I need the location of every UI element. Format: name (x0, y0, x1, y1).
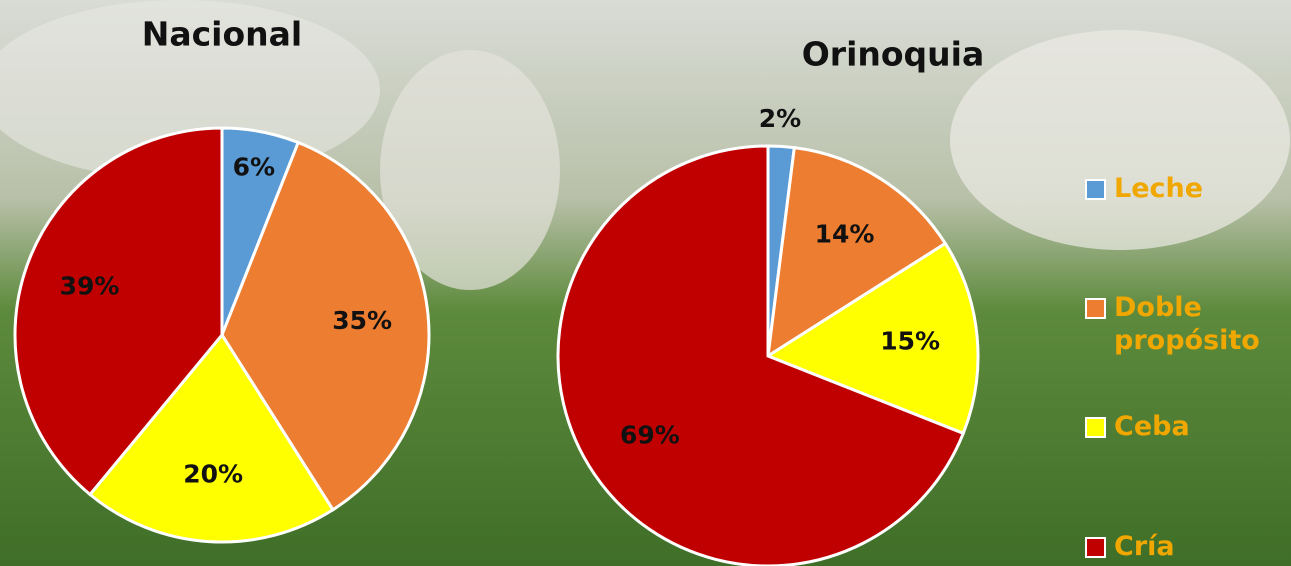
data-label: 15% (880, 327, 940, 356)
legend-label: Ceba (1114, 411, 1190, 442)
pie-slice (13, 126, 224, 497)
cow-shape (380, 50, 560, 290)
legend-swatch (1085, 417, 1106, 438)
data-label: 6% (233, 152, 275, 181)
chart-title: Orinoquia (802, 35, 985, 74)
legend-swatch (1085, 179, 1106, 200)
data-label: 39% (60, 271, 120, 300)
legend-swatch (1085, 537, 1106, 558)
legend-label: Cría (1114, 531, 1175, 562)
data-label: 35% (332, 306, 392, 335)
data-label: 14% (815, 219, 875, 248)
data-label: 2% (759, 104, 801, 133)
legend-item: Ceba (1085, 410, 1284, 443)
legend-label: Leche (1114, 173, 1204, 204)
data-label: 20% (183, 459, 243, 488)
legend-label: Doble propósito (1114, 292, 1260, 356)
pie-slice (87, 332, 335, 544)
pie-slice (220, 140, 431, 512)
pie-slice (764, 241, 980, 436)
legend: Leche Doble propósito Ceba Cría (1085, 0, 1291, 566)
pie-slice (766, 145, 948, 359)
chart-title: Nacional (142, 15, 303, 54)
cow-shape (0, 0, 380, 180)
data-label: 69% (620, 420, 680, 449)
legend-item: Leche (1085, 172, 1284, 205)
legend-swatch (1085, 298, 1106, 319)
legend-item: Cría (1085, 530, 1284, 563)
cow-shape (950, 30, 1290, 250)
pie-slice (556, 144, 966, 566)
legend-item: Doble propósito (1085, 291, 1284, 357)
